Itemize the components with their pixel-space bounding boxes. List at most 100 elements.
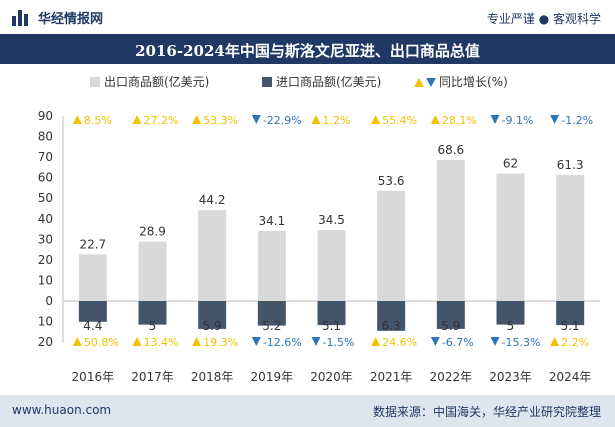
x-tick-label: 2024年 [549, 370, 592, 384]
y-tick-label: 60 [38, 171, 53, 185]
y-tick-label: 50 [38, 191, 53, 205]
export-value-label: 34.5 [318, 213, 345, 227]
import-value-label: 5.9 [441, 319, 460, 333]
import-value-label: 5 [149, 319, 157, 333]
y-tick-label: 0 [45, 294, 53, 308]
legend-down-triangle-icon [426, 78, 436, 87]
import-growth-label-up-icon [132, 337, 142, 346]
brand-name: 华经情报网 [38, 12, 104, 27]
export-bar [436, 159, 465, 301]
export-value-label: 34.1 [258, 214, 285, 228]
import-value-label: 5.1 [561, 319, 580, 333]
export-bar [78, 254, 107, 301]
import-value-label: 6.3 [382, 319, 401, 333]
legend-swatch-2 [262, 77, 272, 87]
export-bar [198, 210, 227, 301]
chart-canvas: 出口商品额(亿美元) 进口商品额(亿美元) 同比增长(%)9080706050403… [38, 74, 600, 384]
import-growth-label: 13.4% [144, 336, 179, 349]
import-bar [78, 301, 107, 322]
import-growth-label: 2.2% [561, 336, 589, 349]
legend-label-1: 出口商品额(亿美元) [104, 74, 209, 89]
import-value-label: 4.4 [83, 319, 102, 333]
header-bar: 华经情报网 专业严谨 ● 客观科学 [0, 0, 615, 34]
export-value-label: 61.3 [557, 158, 584, 172]
import-growth-label-down-icon [430, 337, 440, 346]
export-growth-label: 1.2% [323, 114, 351, 127]
export-value-label: 68.6 [437, 143, 464, 157]
y-tick-label: 30 [38, 232, 53, 246]
import-value-label: 5.9 [203, 319, 222, 333]
import-growth-label-down-icon [251, 337, 261, 346]
x-tick-label: 2016年 [72, 370, 115, 384]
y-tick-label: 20 [38, 253, 53, 267]
y-tick-label: 20 [38, 335, 53, 349]
import-growth-label: 50.8% [84, 336, 119, 349]
export-value-label: 44.2 [199, 193, 226, 207]
import-value-label: 5.1 [322, 319, 341, 333]
export-bar [377, 190, 406, 301]
export-bar [317, 230, 346, 301]
tagline: 专业严谨 ● 客观科学 [486, 12, 601, 26]
x-tick-label: 2021年 [370, 370, 413, 384]
import-growth-label: -15.3% [502, 336, 541, 349]
export-growth-label: 53.3% [203, 114, 238, 127]
footer-bar: www.huaon.com 数据来源：中国海关，华经产业研究院整理 [0, 395, 615, 427]
y-tick-label: 70 [38, 150, 53, 164]
logo: 华经情报网 [12, 8, 103, 27]
y-tick-label: 10 [38, 315, 53, 329]
y-tick-label: 10 [38, 273, 53, 287]
x-tick-label: 2023年 [489, 370, 532, 384]
import-bar [377, 301, 406, 331]
title-bar: 2016-2024年中国与斯洛文尼亚进、出口商品总值 [0, 34, 615, 64]
y-tick-label: 80 [38, 130, 53, 144]
import-growth-label: 19.3% [203, 336, 238, 349]
import-growth-label: -6.7% [442, 336, 474, 349]
x-tick-label: 2018年 [191, 370, 234, 384]
x-tick-label: 2020年 [310, 370, 353, 384]
import-growth-label-up-icon [192, 337, 202, 346]
export-growth-label: -22.9% [263, 114, 302, 127]
data-source: 数据来源：中国海关，华经产业研究院整理 [372, 405, 601, 419]
export-growth-label: -9.1% [502, 114, 534, 127]
export-growth-label-up-icon [371, 115, 381, 124]
export-value-label: 62 [503, 157, 518, 171]
export-value-label: 53.6 [378, 174, 405, 188]
import-value-label: 5.2 [262, 319, 281, 333]
legend-label-growth: 同比增长(%) [439, 75, 508, 89]
chart-title: 2016-2024年中国与斯洛文尼亚进、出口商品总值 [135, 42, 480, 60]
export-growth-label-up-icon [72, 115, 82, 124]
x-tick-label: 2017年 [131, 370, 174, 384]
import-growth-label-up-icon [550, 337, 560, 346]
export-growth-label: 8.5% [84, 114, 112, 127]
legend-up-triangle-icon [414, 78, 424, 87]
x-tick-label: 2022年 [430, 370, 473, 384]
legend-swatch-1 [90, 77, 100, 87]
export-growth-label-up-icon [192, 115, 202, 124]
export-value-label: 22.7 [79, 237, 106, 251]
export-bar [496, 173, 525, 301]
import-bar [436, 301, 465, 329]
import-growth-label-down-icon [311, 337, 321, 346]
import-bar [138, 301, 167, 325]
export-bar [138, 241, 167, 301]
legend-label-2: 进口商品额(亿美元) [276, 74, 381, 89]
export-growth-label-up-icon [311, 115, 321, 124]
export-growth-label-up-icon [132, 115, 142, 124]
import-growth-label: -12.6% [263, 336, 302, 349]
export-growth-label: 28.1% [442, 114, 477, 127]
export-value-label: 28.9 [139, 225, 166, 239]
import-bar [257, 301, 286, 326]
import-growth-label: -1.5% [323, 336, 355, 349]
export-growth-label: 55.4% [382, 114, 417, 127]
import-growth-label-up-icon [72, 337, 82, 346]
import-growth-label: 24.6% [382, 336, 417, 349]
website-url: www.huaon.com [12, 403, 112, 417]
export-growth-label-down-icon [490, 115, 500, 124]
y-tick-label: 90 [38, 109, 53, 123]
import-bar [496, 301, 525, 325]
export-growth-label-down-icon [550, 115, 560, 124]
import-growth-label-up-icon [371, 337, 381, 346]
import-bar [198, 301, 227, 329]
import-bar [556, 301, 585, 326]
